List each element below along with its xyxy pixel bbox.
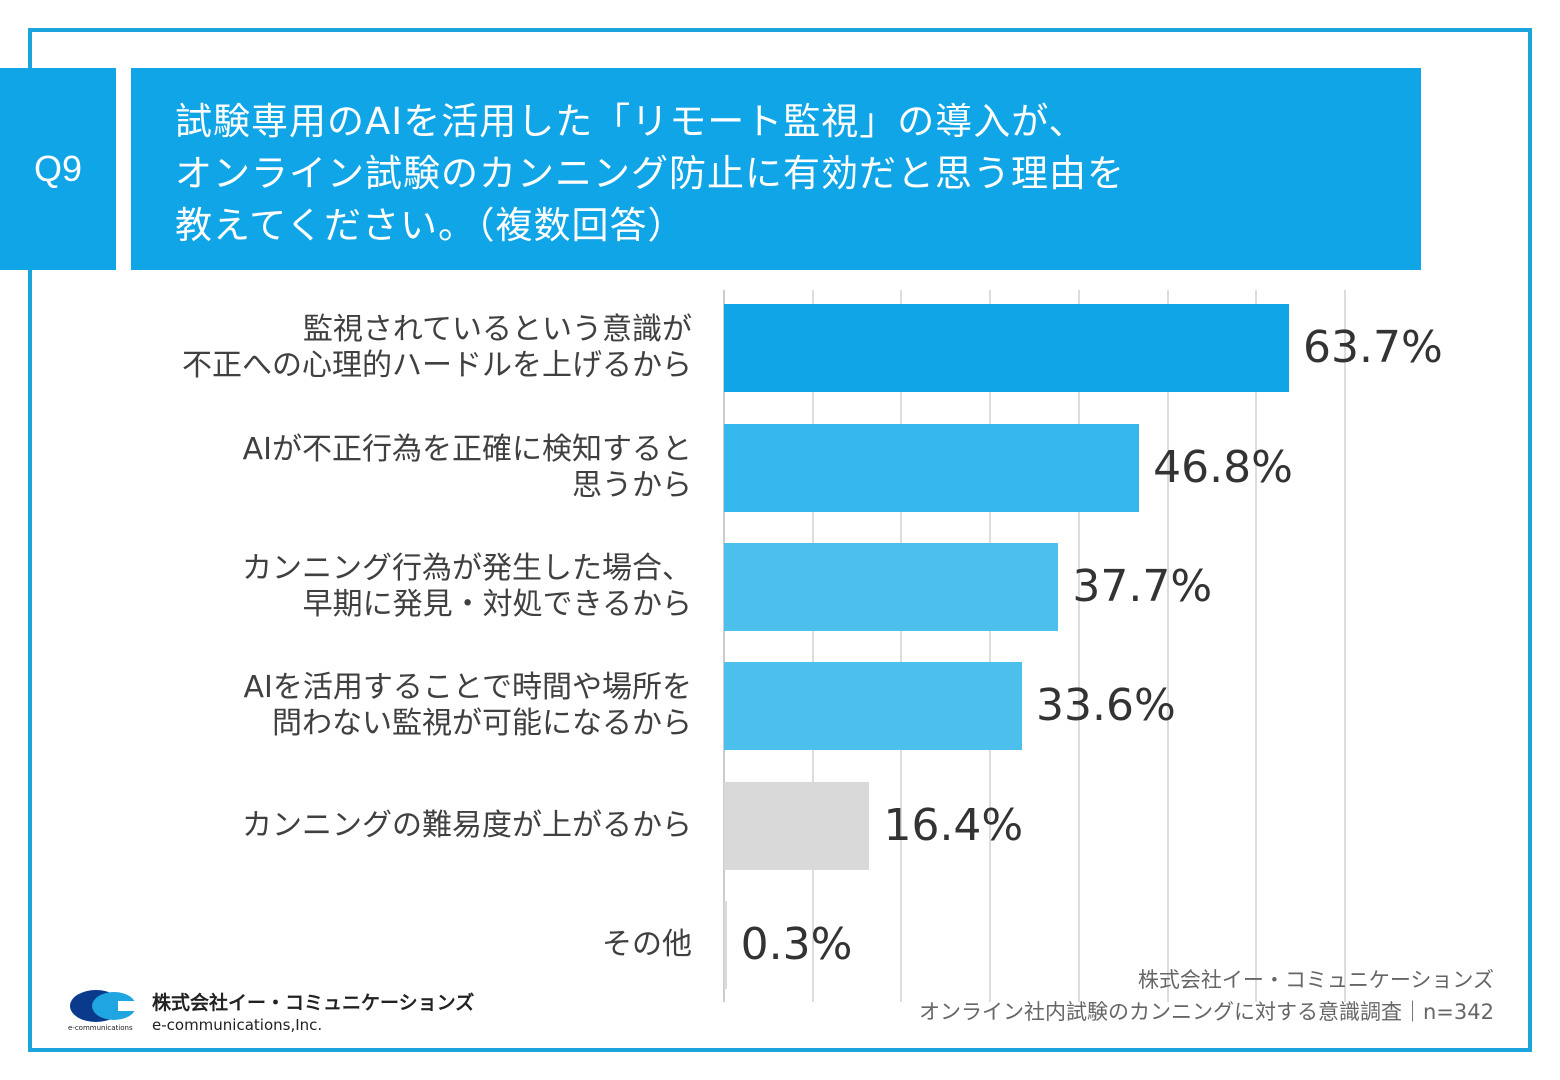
logo-company-sub: e-communications,Inc.	[152, 1016, 323, 1034]
value-label: 16.4%	[883, 800, 1024, 851]
company-logo-mark: e-communications	[68, 990, 144, 1032]
category-label-line: AIが不正行為を正確に検知すると	[242, 432, 692, 467]
category-label: カンニング行為が発生した場合、 早期に発見・対処できるから	[242, 551, 692, 623]
bar	[724, 543, 1059, 631]
value-label: 46.8%	[1153, 442, 1293, 493]
gridline	[811, 290, 814, 1002]
logo-company-name: 株式会社イー・コミュニケーションズ	[152, 992, 475, 1014]
question-line: オンライン試験のカンニング防止に有効だと思う理由を	[175, 152, 1125, 195]
gridline	[989, 290, 992, 1002]
gridline	[1166, 290, 1169, 1002]
category-label: 監視されているという意識が 不正への心理的ハードルを上げるから	[182, 312, 692, 384]
question-line: 試験専用のAIを活用した「リモート監視」の導入が、	[175, 100, 1087, 143]
value-label: 63.7%	[1303, 322, 1443, 373]
category-label: AIが不正行為を正確に検知すると 思うから	[243, 432, 692, 504]
category-label: カンニングの難易度が上がるから	[242, 808, 692, 844]
question-box: 試験専用のAIを活用した「リモート監視」の導入が、 オンライン試験のカンニング防…	[131, 68, 1421, 270]
logo-mark-text: e-communications	[68, 1024, 133, 1032]
bar	[724, 304, 1290, 392]
value-label: 0.3%	[740, 919, 853, 970]
category-label-line: カンニングの難易度が上がるから	[242, 808, 692, 843]
bar	[724, 901, 727, 989]
value-label: 33.6%	[1036, 680, 1176, 731]
gridline	[1343, 290, 1346, 1002]
question-line: 教えてください。（複数回答）	[175, 204, 686, 247]
category-label-line: その他	[602, 927, 692, 962]
credit-survey: オンライン社内試験のカンニングに対する意識調査｜n=342	[919, 1000, 1494, 1024]
value-label: 37.7%	[1072, 561, 1213, 612]
category-label-line: 監視されているという意識が	[302, 312, 692, 347]
gridline	[1255, 290, 1258, 1002]
category-label-line: 問わない監視が可能になるから	[272, 706, 692, 741]
gridline	[900, 290, 903, 1002]
category-label-line: 早期に発見・対処できるから	[302, 587, 692, 622]
category-label: AIを活用することで時間や場所を 問わない監視が可能になるから	[244, 670, 692, 742]
bar	[724, 662, 1023, 750]
category-label-line: 思うから	[572, 468, 692, 503]
question-number-badge: Q9	[0, 68, 116, 270]
category-label-line: 不正への心理的ハードルを上げるから	[182, 348, 692, 383]
credit-company: 株式会社イー・コミュニケーションズ	[1137, 968, 1494, 992]
y-axis-line	[723, 290, 725, 1002]
category-label-line: AIを活用することで時間や場所を	[243, 670, 692, 705]
bar	[724, 424, 1140, 512]
category-label: その他	[602, 927, 692, 963]
bar	[724, 782, 870, 870]
category-label-line: カンニング行為が発生した場合、	[242, 551, 692, 586]
gridline	[1077, 290, 1080, 1002]
